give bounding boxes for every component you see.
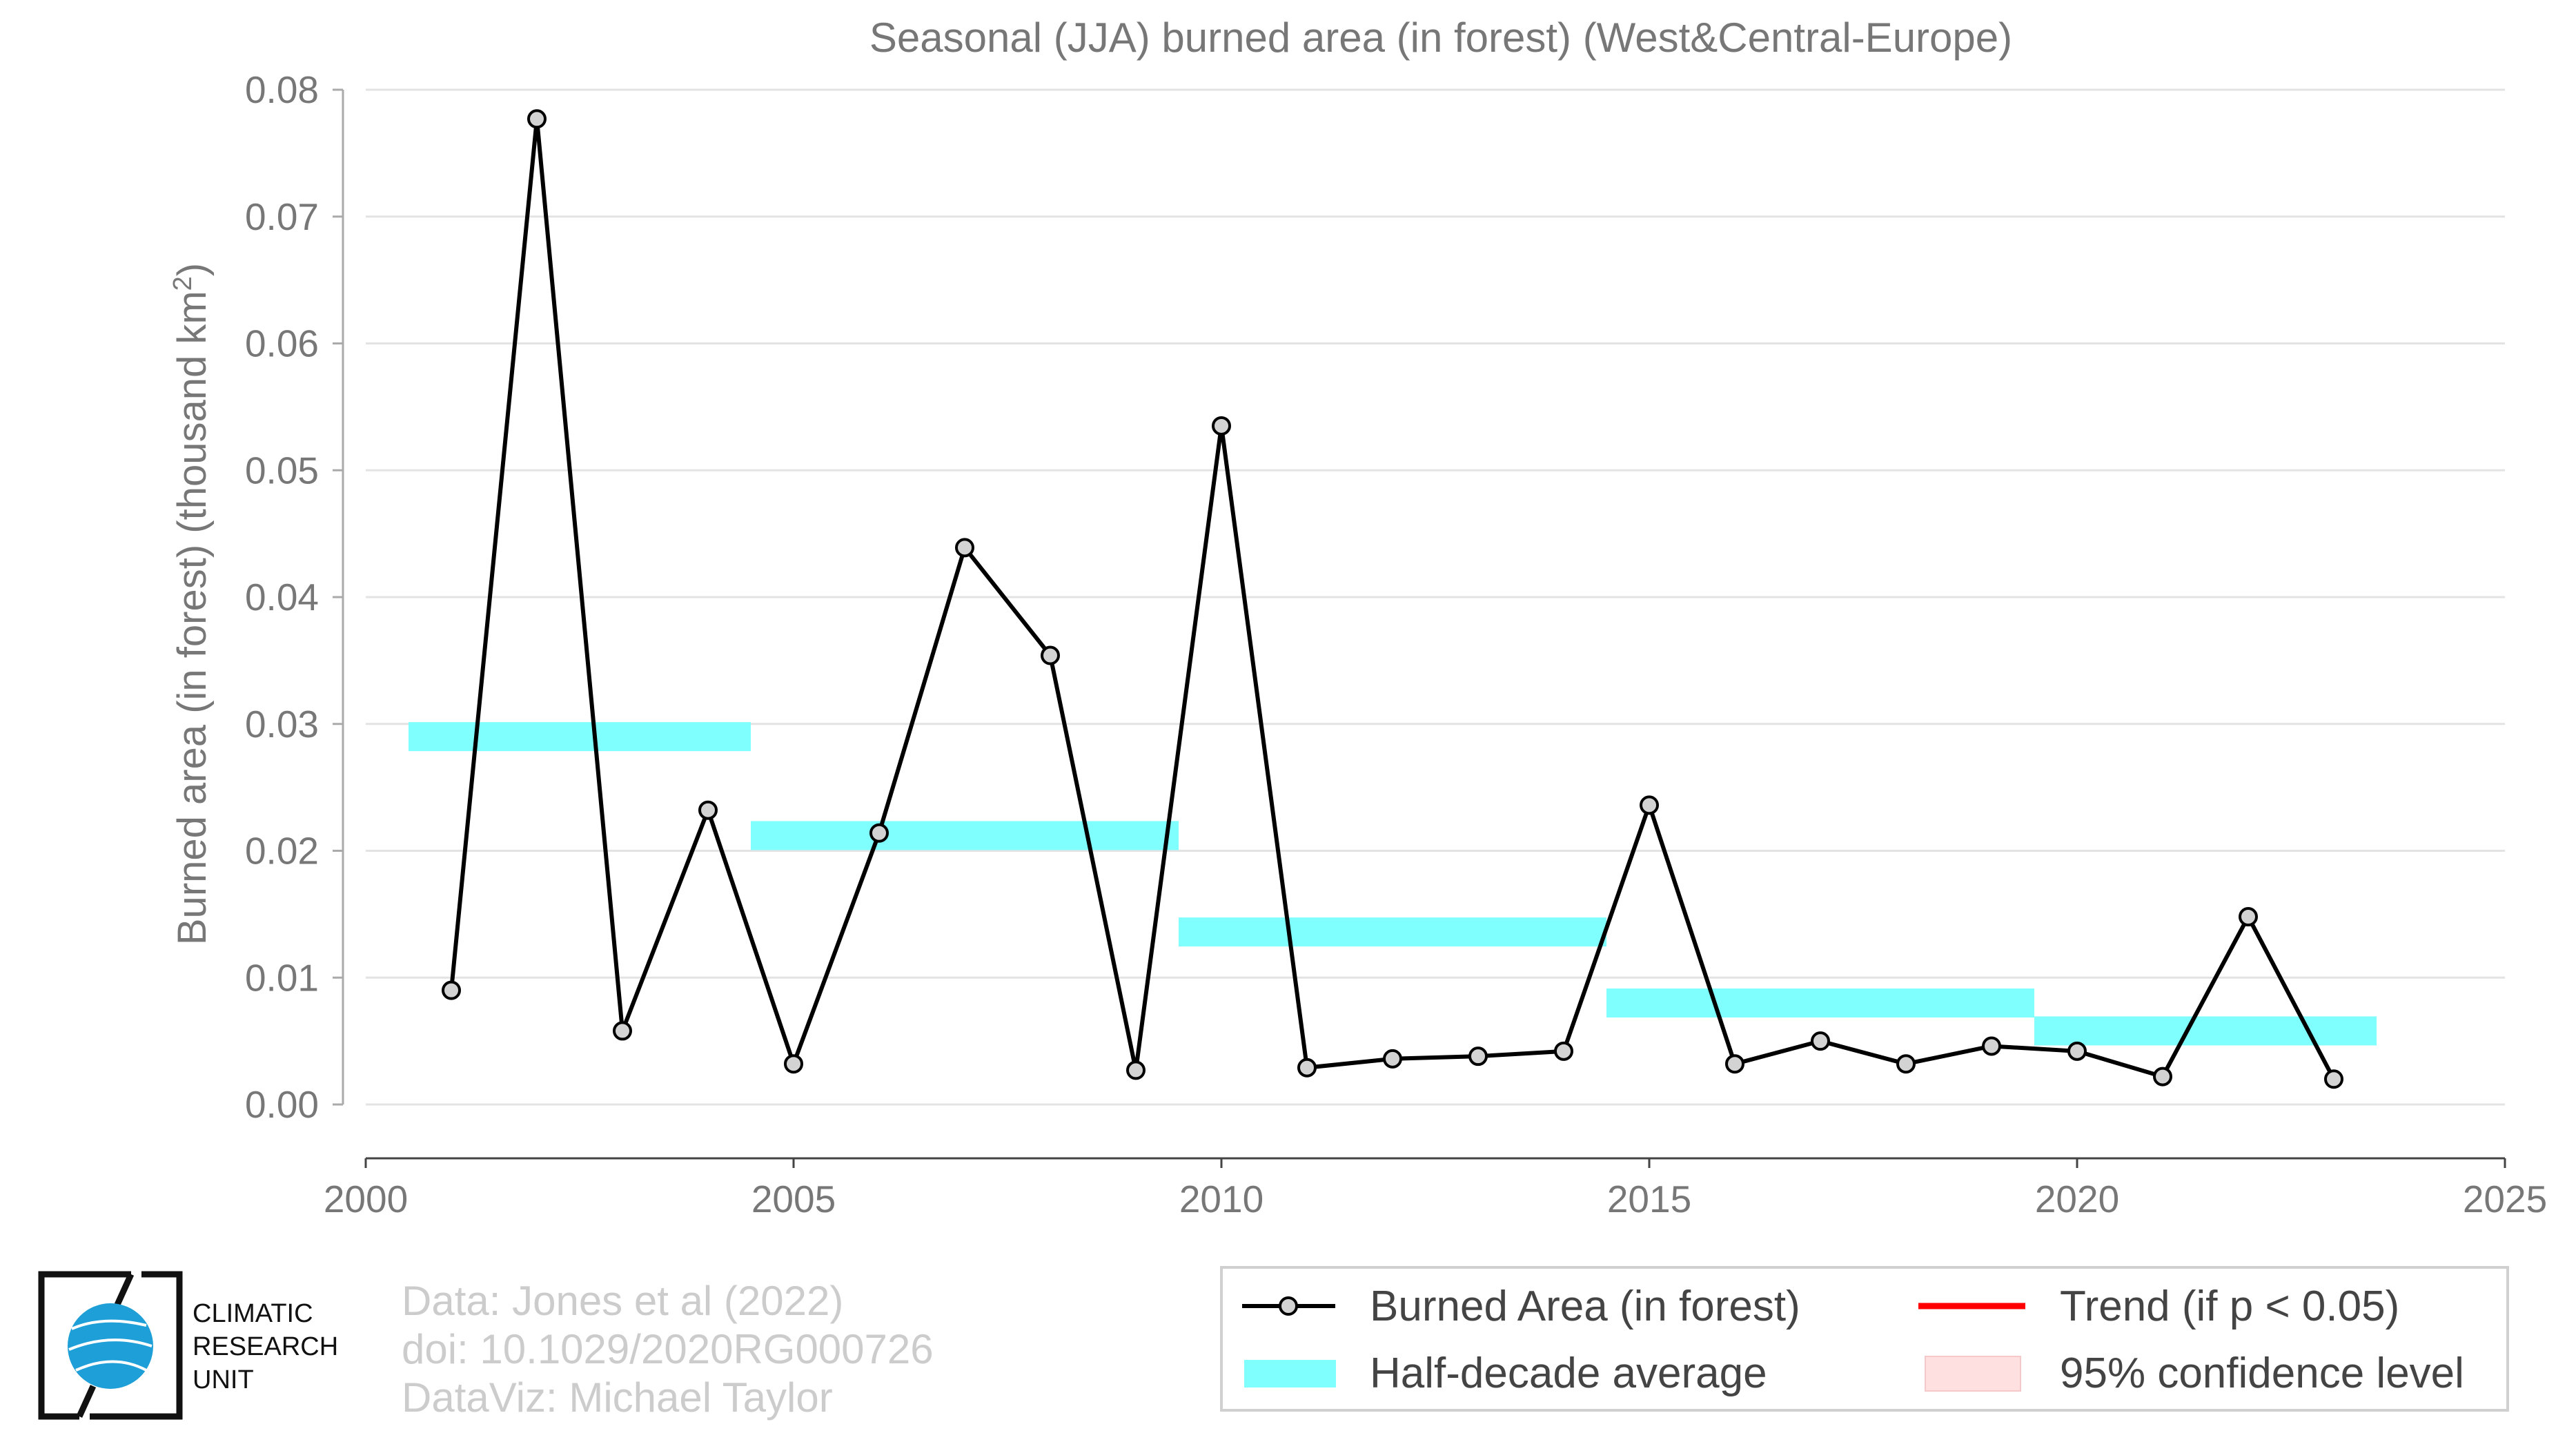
legend-label-trend: Trend (if p < 0.05) [2060,1283,2399,1330]
data-point [955,538,974,558]
half-decade-average-bands [409,722,2377,1046]
data-point [2239,907,2258,927]
y-tick-label: 0.06 [245,322,319,365]
half-decade-average-band [1179,917,1606,947]
logo-text-unit: UNIT [193,1365,254,1394]
data-point [1297,1058,1317,1078]
x-tick-label: 2010 [1179,1178,1264,1220]
chart-title: Seasonal (JJA) burned area (in forest) (… [869,14,2012,61]
y-axis-label-sup: 2 [168,276,197,291]
tick-labels: 0.00 0.01 0.02 0.03 0.04 0.05 0.06 0.07 0.08 2000… [245,68,2547,1220]
data-point [1554,1041,1573,1061]
logo-globe-swirl-1 [71,1319,147,1330]
data-point [1126,1060,1146,1080]
data-point [2067,1041,2087,1061]
half-decade-average-band [2034,1016,2377,1046]
data-point [527,109,547,129]
x-tick-label: 2015 [1607,1178,1691,1220]
legend: Burned Area (in forest) Trend (if p < 0.… [1220,1266,2509,1412]
legend-label-confidence: 95% confidence level [2060,1350,2464,1397]
half-decade-average-band [409,722,751,752]
logo-text-climatic: CLIMATIC [193,1299,313,1328]
legend-label-half-decade: Half-decade average [1370,1350,1767,1397]
y-tick-label: 0.01 [245,956,319,999]
logo-globe-swirl-3 [75,1360,147,1372]
data-point [1896,1054,1916,1074]
logo-frame-slash-bottom [76,1385,97,1418]
data-point [1811,1031,1830,1051]
y-tick-label: 0.02 [245,830,319,873]
data-point [869,823,889,843]
logo-frame-left [38,1271,131,1420]
legend-swatch-confidence [1925,1356,2021,1392]
credits: Data: Jones et al (2022) doi: 10.1029/20… [402,1278,934,1421]
data-point [613,1021,632,1041]
axes [333,88,2506,1168]
x-tick-label: 2005 [751,1178,836,1220]
data-point [2153,1067,2172,1087]
data-point [442,980,461,1000]
data-point [1468,1046,1488,1067]
logo-text-research: RESEARCH [193,1332,338,1361]
y-tick-label: 0.08 [245,68,319,111]
legend-box [1220,1266,2509,1412]
y-tick-label: 0.03 [245,703,319,746]
x-tick-label: 2000 [324,1178,408,1220]
logo-globe-swirl-2 [68,1338,153,1351]
credit-doi: doi: 10.1029/2020RG000726 [402,1326,934,1372]
data-point [698,800,718,820]
cru-logo: CLIMATIC RESEARCH UNIT [38,1271,338,1420]
y-tick-label: 0.00 [245,1083,319,1126]
legend-label-burned-area: Burned Area (in forest) [1370,1283,1800,1330]
logo-frame-slash-top [114,1273,135,1306]
y-tick-label: 0.05 [245,449,319,491]
x-tick-label: 2020 [2035,1178,2119,1220]
legend-swatch-burned-area-marker [1279,1296,1298,1316]
gridlines [366,88,2505,1106]
data-point [784,1054,803,1074]
data-point [1640,795,1659,815]
data-point [2324,1069,2343,1089]
x-tick-label: 2025 [2463,1178,2547,1220]
credit-dataviz: DataViz: Michael Taylor [402,1374,833,1421]
data-point [1383,1049,1402,1069]
data-point [1041,645,1060,665]
burned-area-series [442,109,2343,1089]
y-tick-label: 0.04 [245,576,319,619]
y-axis-label-end: ) [170,263,215,276]
y-tick-label: 0.07 [245,195,319,238]
y-axis-label: Burned area (in forest) (thousand km2) [168,263,215,945]
half-decade-average-band [1606,989,2034,1017]
data-point [1212,416,1231,436]
legend-swatch-half-decade [1244,1360,1336,1387]
half-decade-average-band [751,821,1179,850]
logo-frame-right [90,1271,183,1420]
credit-data-source: Data: Jones et al (2022) [402,1278,843,1324]
data-point [1725,1054,1744,1074]
data-point [1982,1036,2001,1056]
y-axis-label-main: Burned area (in forest) (thousand km [170,291,215,945]
